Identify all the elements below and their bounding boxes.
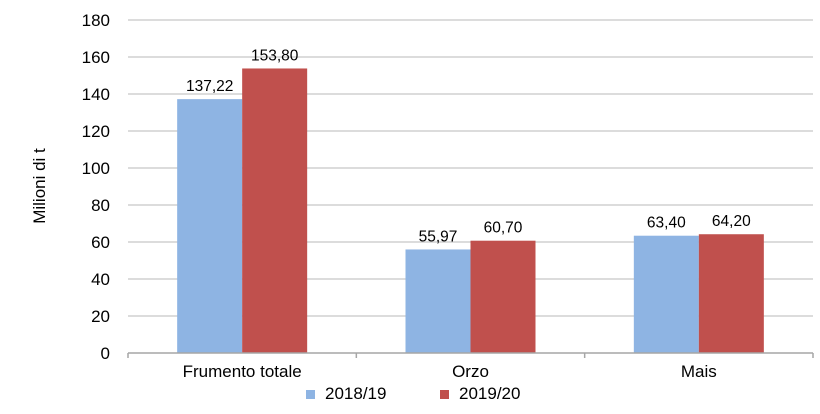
y-tick-label: 120 <box>82 122 110 141</box>
y-tick-label: 140 <box>82 85 110 104</box>
y-tick-label: 160 <box>82 48 110 67</box>
bar <box>698 234 764 353</box>
bars: 137,22 153,80 55,97 60,70 63,40 64,20 <box>177 47 764 353</box>
y-axis-ticks: 0 20 40 60 80 100 120 140 160 180 <box>82 11 110 363</box>
y-tick-label: 60 <box>91 233 110 252</box>
bar <box>633 235 699 353</box>
legend-swatch-2018-19 <box>306 389 315 399</box>
bar <box>242 68 308 353</box>
legend-label: 2018/19 <box>325 384 387 403</box>
y-tick-label: 100 <box>82 159 110 178</box>
y-tick-label: 180 <box>82 11 110 30</box>
legend-item-2019-20: 2019/20 <box>440 384 520 404</box>
data-label: 63,40 <box>647 215 686 232</box>
data-label: 137,22 <box>186 78 233 95</box>
legend-label: 2019/20 <box>459 384 521 403</box>
x-axis: Frumento totale Orzo Mais <box>127 352 814 381</box>
y-axis-label: Milioni di t <box>30 148 49 224</box>
bar <box>405 249 471 353</box>
x-tick-label: Frumento totale <box>183 362 302 381</box>
legend-swatch-2019-20 <box>440 389 449 399</box>
bar <box>177 99 243 353</box>
x-tick-label: Orzo <box>452 362 489 381</box>
y-tick-label: 80 <box>91 196 110 215</box>
data-label: 153,80 <box>251 47 299 64</box>
legend: 2018/19 2019/20 <box>0 384 820 408</box>
y-tick-label: 40 <box>91 270 110 289</box>
y-tick-label: 0 <box>101 344 110 363</box>
data-label: 55,97 <box>419 228 458 245</box>
y-tick-label: 20 <box>91 307 110 326</box>
x-tick-label: Mais <box>681 362 717 381</box>
legend-item-2018-19: 2018/19 <box>306 384 386 404</box>
bar <box>470 240 536 353</box>
data-label: 60,70 <box>484 220 523 237</box>
data-label: 64,20 <box>712 213 751 230</box>
